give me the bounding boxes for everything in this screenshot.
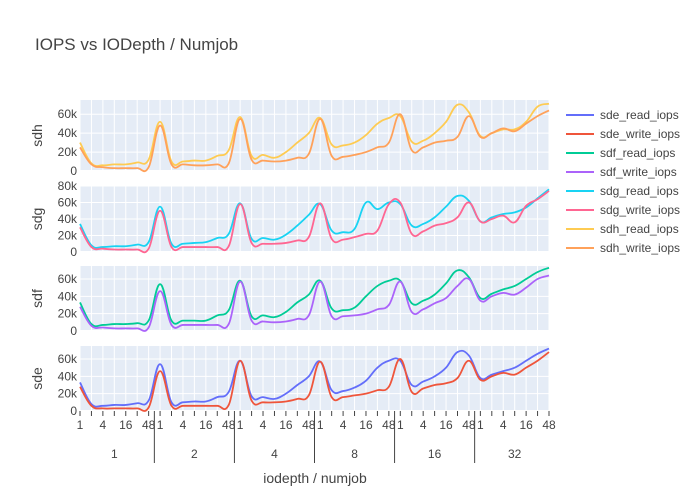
- chart-title: IOPS vs IODepth / Numjob: [35, 35, 238, 54]
- y-tick-label: 40k: [58, 212, 78, 226]
- y-tick-label: 0: [70, 404, 77, 418]
- x-tick-label: 48: [302, 418, 316, 432]
- x-tick-label: 48: [222, 418, 236, 432]
- legend-label: sdg_read_iops: [600, 184, 679, 198]
- panel-sdf: 0 20k 40k 60k sdf: [29, 266, 550, 338]
- y-tick-label: 0: [70, 164, 77, 178]
- x-tick-label: 16: [439, 418, 453, 432]
- legend[interactable]: sde_read_iops sde_write_iops sdf_read_iops…: [566, 108, 680, 255]
- x-tick-label: 16: [119, 418, 133, 432]
- x-tick-label: 48: [542, 418, 556, 432]
- x-tick-label: 1: [237, 418, 244, 432]
- x-tick-label: 1: [317, 418, 324, 432]
- legend-item-sde_write_iops[interactable]: sde_write_iops: [566, 127, 680, 141]
- x-tick-label: 1: [397, 418, 404, 432]
- y-tick-label: 0: [70, 324, 77, 338]
- legend-item-sdg_read_iops[interactable]: sdg_read_iops: [566, 184, 679, 198]
- x-tick-label: 16: [519, 418, 533, 432]
- x-tick-label: 4: [500, 418, 507, 432]
- panel-sdg: 0 20k 40k 60k 80k sdg: [29, 179, 550, 259]
- y-tick-label: 60k: [58, 107, 78, 121]
- y-tick-label: 60k: [58, 272, 78, 286]
- series-line-sde_read_iops: [79, 347, 550, 408]
- legend-label: sdf_read_iops: [600, 146, 675, 160]
- panel-sdh: 0 20k 40k 60k sdh: [29, 100, 550, 178]
- x-tick-label: 1: [477, 418, 484, 432]
- legend-label: sde_read_iops: [600, 108, 679, 122]
- legend-item-sdf_read_iops[interactable]: sdf_read_iops: [566, 146, 675, 160]
- y-tick-label: 40k: [58, 369, 78, 383]
- x-group-label: 4: [271, 447, 278, 461]
- x-group-label: 16: [428, 447, 442, 461]
- x-tick-label: 4: [180, 418, 187, 432]
- x-group-label: 1: [111, 447, 118, 461]
- x-tick-label: 48: [142, 418, 156, 432]
- y-tick-label: 20k: [58, 387, 78, 401]
- series-line-sdg_write_iops: [79, 190, 550, 254]
- y-tick-label: 60k: [58, 352, 78, 366]
- x-tick-label: 16: [359, 418, 373, 432]
- y-tick-label: 40k: [58, 289, 78, 303]
- x-group-label: 32: [508, 447, 522, 461]
- x-tick-label: 16: [199, 418, 213, 432]
- x-tick-label: 48: [382, 418, 396, 432]
- legend-item-sde_read_iops[interactable]: sde_read_iops: [566, 108, 679, 122]
- legend-item-sdf_write_iops[interactable]: sdf_write_iops: [566, 165, 677, 179]
- y-tick-label: 80k: [58, 179, 78, 193]
- x-tick-label: 4: [260, 418, 267, 432]
- series-line-sdh_read_iops: [79, 102, 550, 167]
- legend-item-sdh_read_iops[interactable]: sdh_read_iops: [566, 222, 679, 236]
- x-group-label: 8: [351, 447, 358, 461]
- x-tick-label: 4: [100, 418, 107, 432]
- y-tick-label: 20k: [58, 145, 78, 159]
- legend-label: sde_write_iops: [600, 127, 680, 141]
- legend-label: sdh_read_iops: [600, 222, 679, 236]
- x-tick-label: 16: [279, 418, 293, 432]
- legend-label: sdh_write_iops: [600, 241, 680, 255]
- series-line-sdh_write_iops: [79, 109, 550, 173]
- legend-label: sdg_write_iops: [600, 203, 680, 217]
- panel-sde: 0 20k 40k 60k sde: [29, 346, 550, 418]
- panel-y-title: sdh: [29, 124, 45, 147]
- x-axis: 1 4 16 48 1 4 16 48 1 4 16 48 1 4 16 48 1 4 16 48 1 4 16 481 2 4 8…: [77, 411, 556, 463]
- legend-item-sdh_write_iops[interactable]: sdh_write_iops: [566, 241, 680, 255]
- chart-panels: 0 20k 40k 60k sdh 0 20k 40k 60k 80k sdg 0 20k 40k 60k s…: [29, 100, 550, 418]
- panel-y-title: sde: [29, 367, 45, 390]
- legend-item-sdg_write_iops[interactable]: sdg_write_iops: [566, 203, 680, 217]
- y-tick-label: 0: [70, 245, 77, 259]
- x-tick-label: 1: [157, 418, 164, 432]
- series-line-sde_write_iops: [79, 351, 550, 412]
- x-tick-label: 1: [77, 418, 84, 432]
- panel-y-title: sdf: [29, 289, 45, 308]
- panel-y-title: sdg: [29, 208, 45, 231]
- y-tick-label: 40k: [58, 126, 78, 140]
- x-tick-label: 4: [340, 418, 347, 432]
- x-tick-label: 4: [420, 418, 427, 432]
- y-tick-label: 20k: [58, 307, 78, 321]
- x-tick-label: 48: [462, 418, 476, 432]
- series-line-sdf_write_iops: [79, 274, 550, 332]
- y-tick-label: 20k: [58, 229, 78, 243]
- y-tick-label: 60k: [58, 196, 78, 210]
- legend-label: sdf_write_iops: [600, 165, 677, 179]
- x-group-label: 2: [191, 447, 198, 461]
- x-axis-title: iodepth / numjob: [263, 470, 367, 486]
